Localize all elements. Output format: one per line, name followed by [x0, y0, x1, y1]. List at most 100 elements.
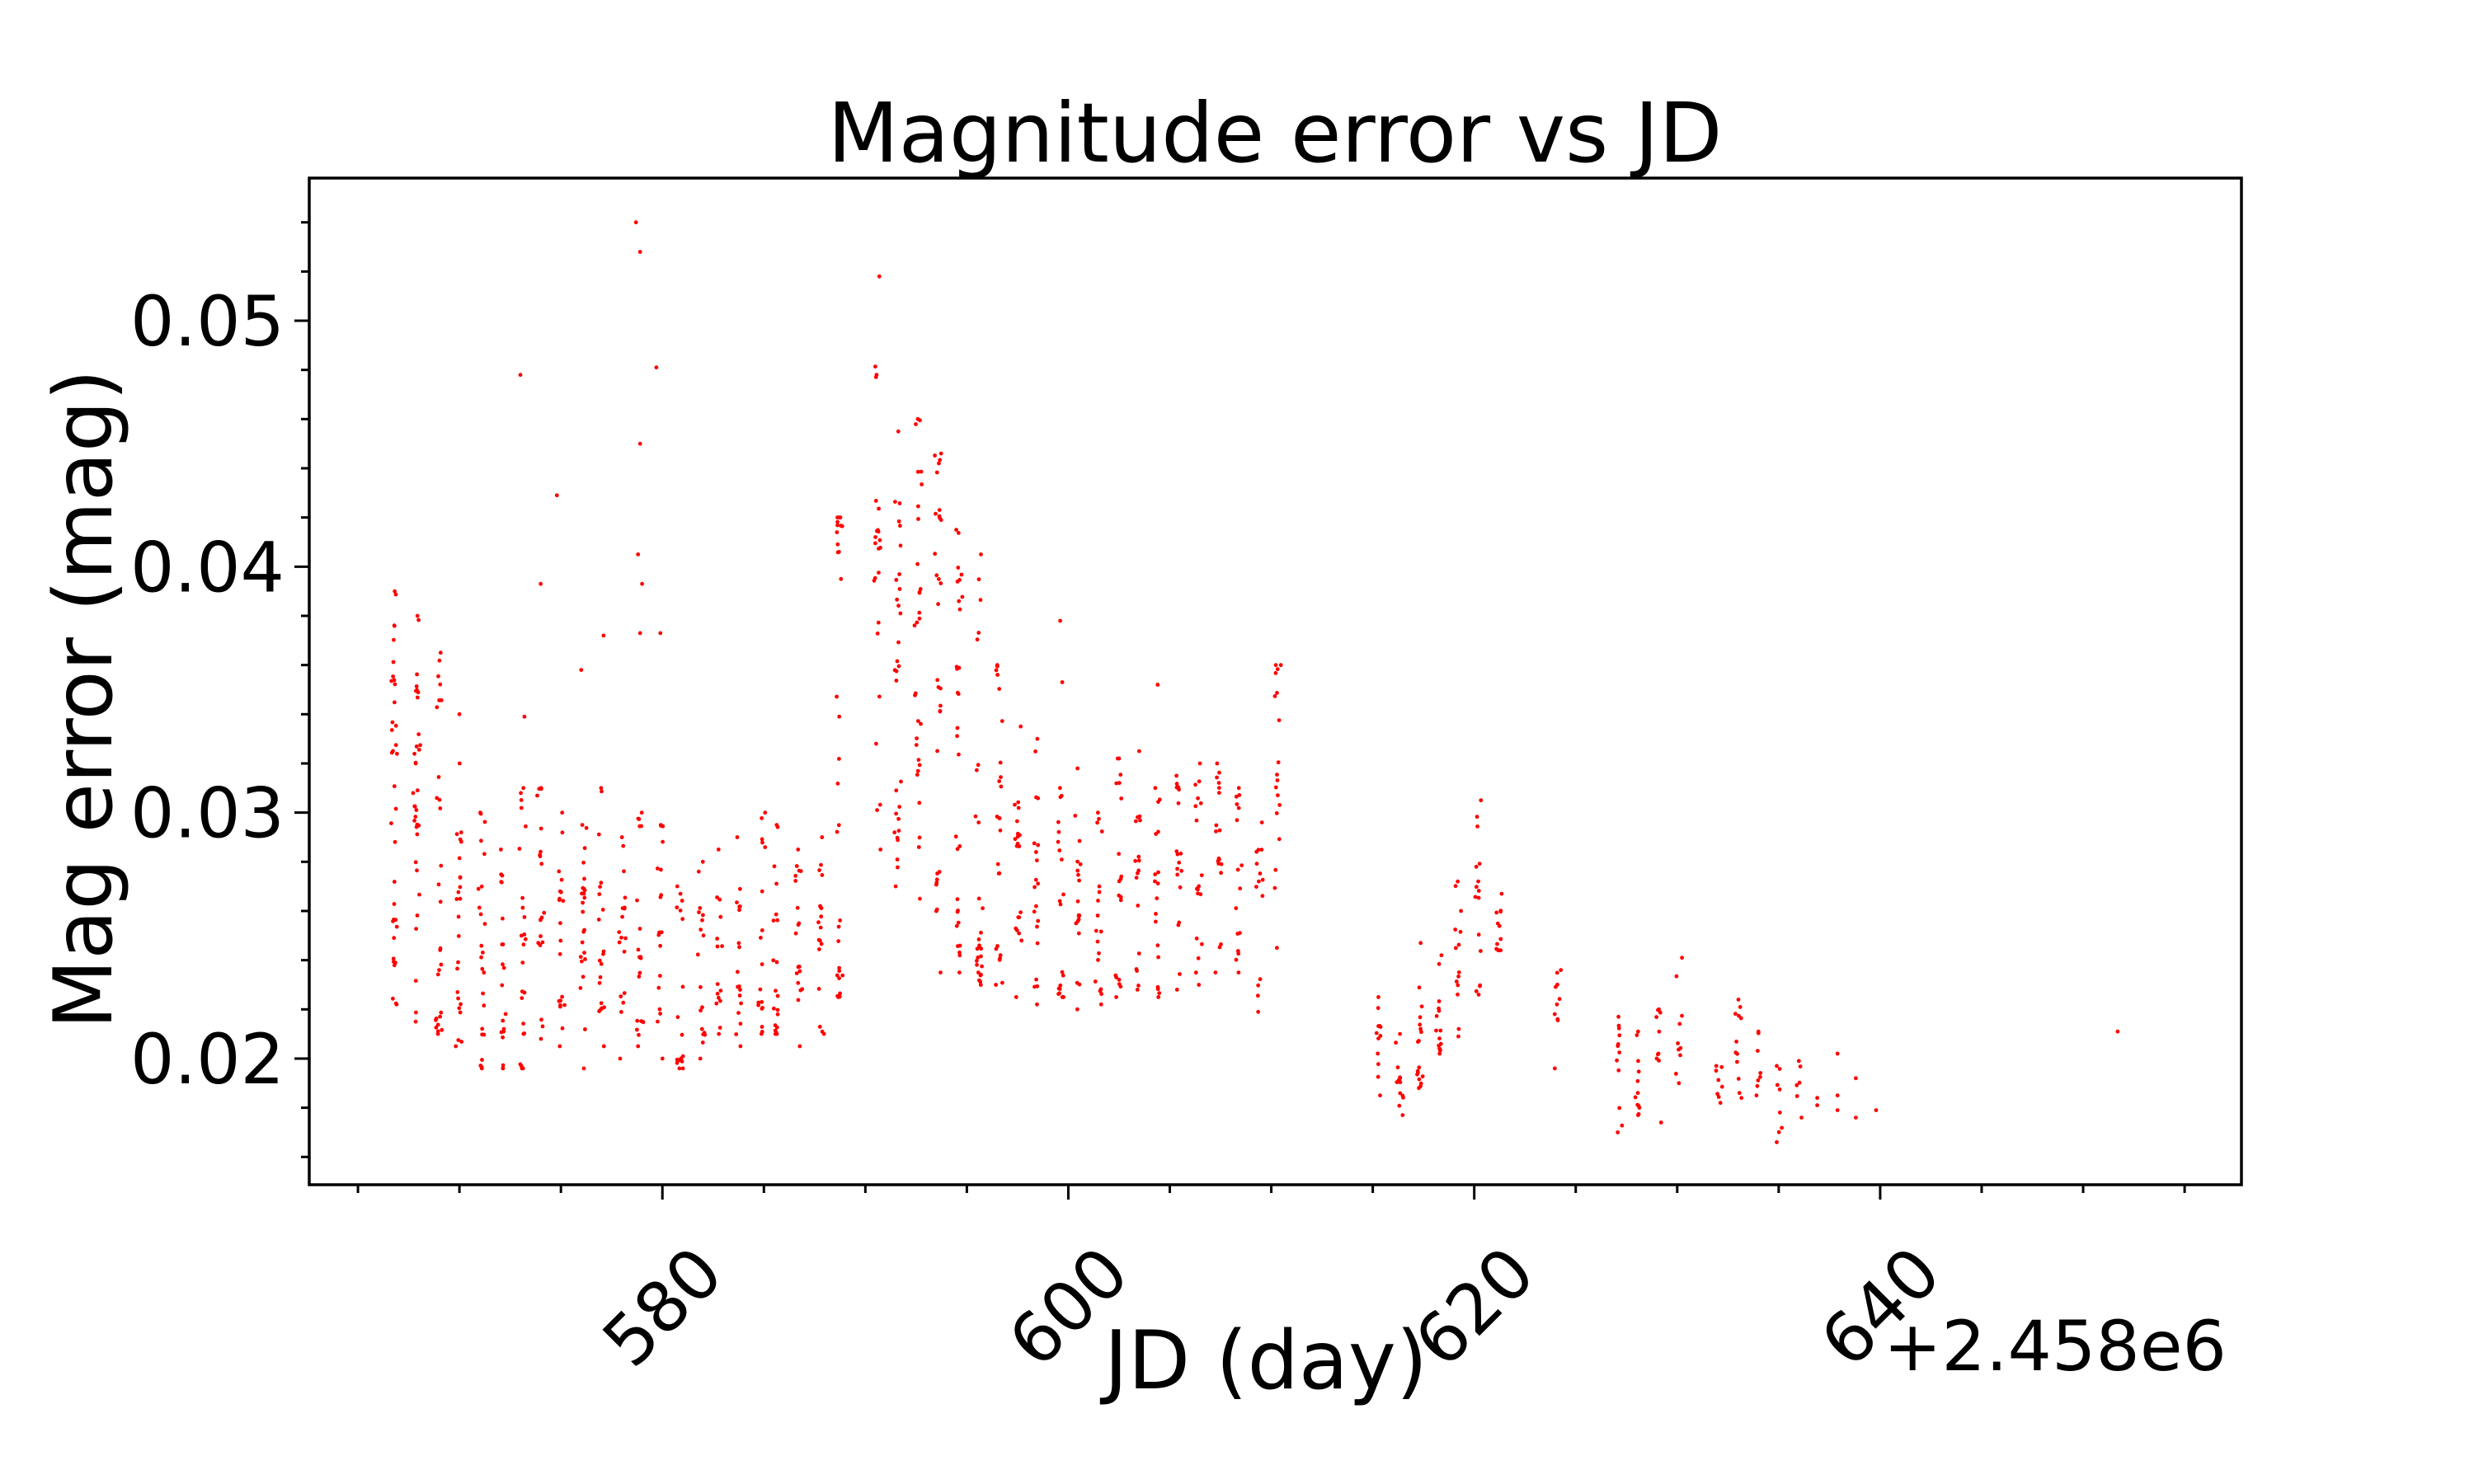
data-point: [1136, 871, 1140, 876]
data-point: [557, 898, 562, 903]
data-point: [455, 966, 459, 971]
data-point: [456, 960, 460, 965]
data-point: [716, 848, 721, 852]
data-point: [459, 1040, 464, 1044]
data-point: [796, 998, 801, 1003]
data-point: [956, 920, 961, 925]
data-point: [934, 882, 938, 887]
data-point: [1635, 1091, 1640, 1096]
data-point: [1395, 1065, 1400, 1070]
data-point: [894, 788, 899, 793]
data-point: [540, 1024, 545, 1029]
data-point: [580, 823, 585, 827]
data-point: [1815, 1096, 1820, 1101]
data-point: [619, 935, 623, 940]
data-point: [391, 996, 395, 1001]
data-point: [717, 1026, 722, 1030]
data-point: [877, 694, 882, 699]
data-point: [937, 870, 942, 874]
data-point: [581, 891, 586, 896]
data-point: [934, 511, 938, 516]
data-point: [795, 905, 800, 910]
data-point: [391, 674, 395, 679]
data-point: [1715, 1092, 1720, 1097]
data-point: [957, 970, 962, 974]
data-point: [1658, 1120, 1663, 1125]
data-point: [415, 788, 420, 793]
y-tick-label: 0.02: [130, 1019, 285, 1100]
data-point: [557, 951, 562, 956]
data-point: [1155, 881, 1160, 885]
data-point: [1417, 1077, 1422, 1082]
data-point: [619, 835, 624, 839]
data-point: [1738, 1016, 1743, 1021]
data-point: [618, 1056, 623, 1061]
data-point: [1056, 819, 1061, 824]
data-point: [875, 808, 879, 812]
data-point: [1498, 909, 1503, 914]
data-point: [878, 848, 883, 852]
data-point: [500, 983, 505, 988]
data-point: [977, 978, 981, 983]
data-point: [601, 949, 606, 954]
data-point: [438, 682, 443, 687]
data-point: [998, 760, 1003, 765]
data-point: [637, 974, 642, 979]
data-point: [1272, 694, 1277, 698]
data-point: [1236, 949, 1240, 953]
data-point: [760, 837, 764, 842]
data-point: [1376, 1051, 1380, 1056]
data-point: [1197, 761, 1202, 766]
data-point: [816, 937, 821, 942]
data-point: [618, 994, 623, 998]
data-point: [1616, 1026, 1621, 1031]
data-point: [617, 940, 622, 945]
data-point: [872, 575, 877, 580]
data-point: [938, 581, 943, 585]
data-point: [960, 594, 965, 599]
data-point: [698, 1056, 703, 1061]
data-point: [1276, 760, 1281, 765]
data-point: [560, 994, 564, 999]
data-point: [621, 1000, 626, 1005]
data-point: [736, 1011, 741, 1015]
data-point: [938, 703, 943, 708]
data-point: [659, 824, 663, 828]
data-point: [1617, 1050, 1622, 1054]
data-point: [1193, 804, 1198, 809]
data-point: [1077, 913, 1082, 918]
data-point: [439, 698, 444, 702]
data-point: [756, 1003, 760, 1007]
data-point: [1154, 919, 1158, 924]
data-point: [521, 1031, 526, 1036]
data-point: [894, 578, 899, 582]
data-point: [1418, 1022, 1423, 1027]
data-point: [1418, 1015, 1423, 1020]
data-point: [1476, 879, 1480, 884]
data-point: [1058, 902, 1063, 907]
data-point: [558, 921, 562, 926]
data-point: [738, 988, 742, 992]
data-point: [1117, 781, 1122, 786]
data-point: [658, 943, 662, 948]
data-point: [1495, 942, 1499, 946]
data-point: [1378, 1034, 1383, 1038]
data-point: [1095, 820, 1099, 825]
data-point: [456, 996, 460, 1001]
data-point: [715, 991, 720, 996]
data-point: [436, 882, 441, 887]
data-point: [1456, 983, 1460, 988]
data-point: [539, 1017, 543, 1022]
data-point: [1453, 928, 1458, 932]
data-point: [459, 1002, 463, 1007]
data-point: [1157, 991, 1162, 995]
data-point: [917, 801, 922, 805]
data-point: [695, 952, 700, 957]
data-point: [1636, 1104, 1641, 1108]
data-point: [1756, 1031, 1761, 1036]
data-point: [1014, 995, 1018, 999]
data-point: [480, 1058, 484, 1062]
data-point: [482, 1032, 487, 1037]
data-point: [1177, 787, 1181, 792]
data-point: [1239, 863, 1244, 867]
